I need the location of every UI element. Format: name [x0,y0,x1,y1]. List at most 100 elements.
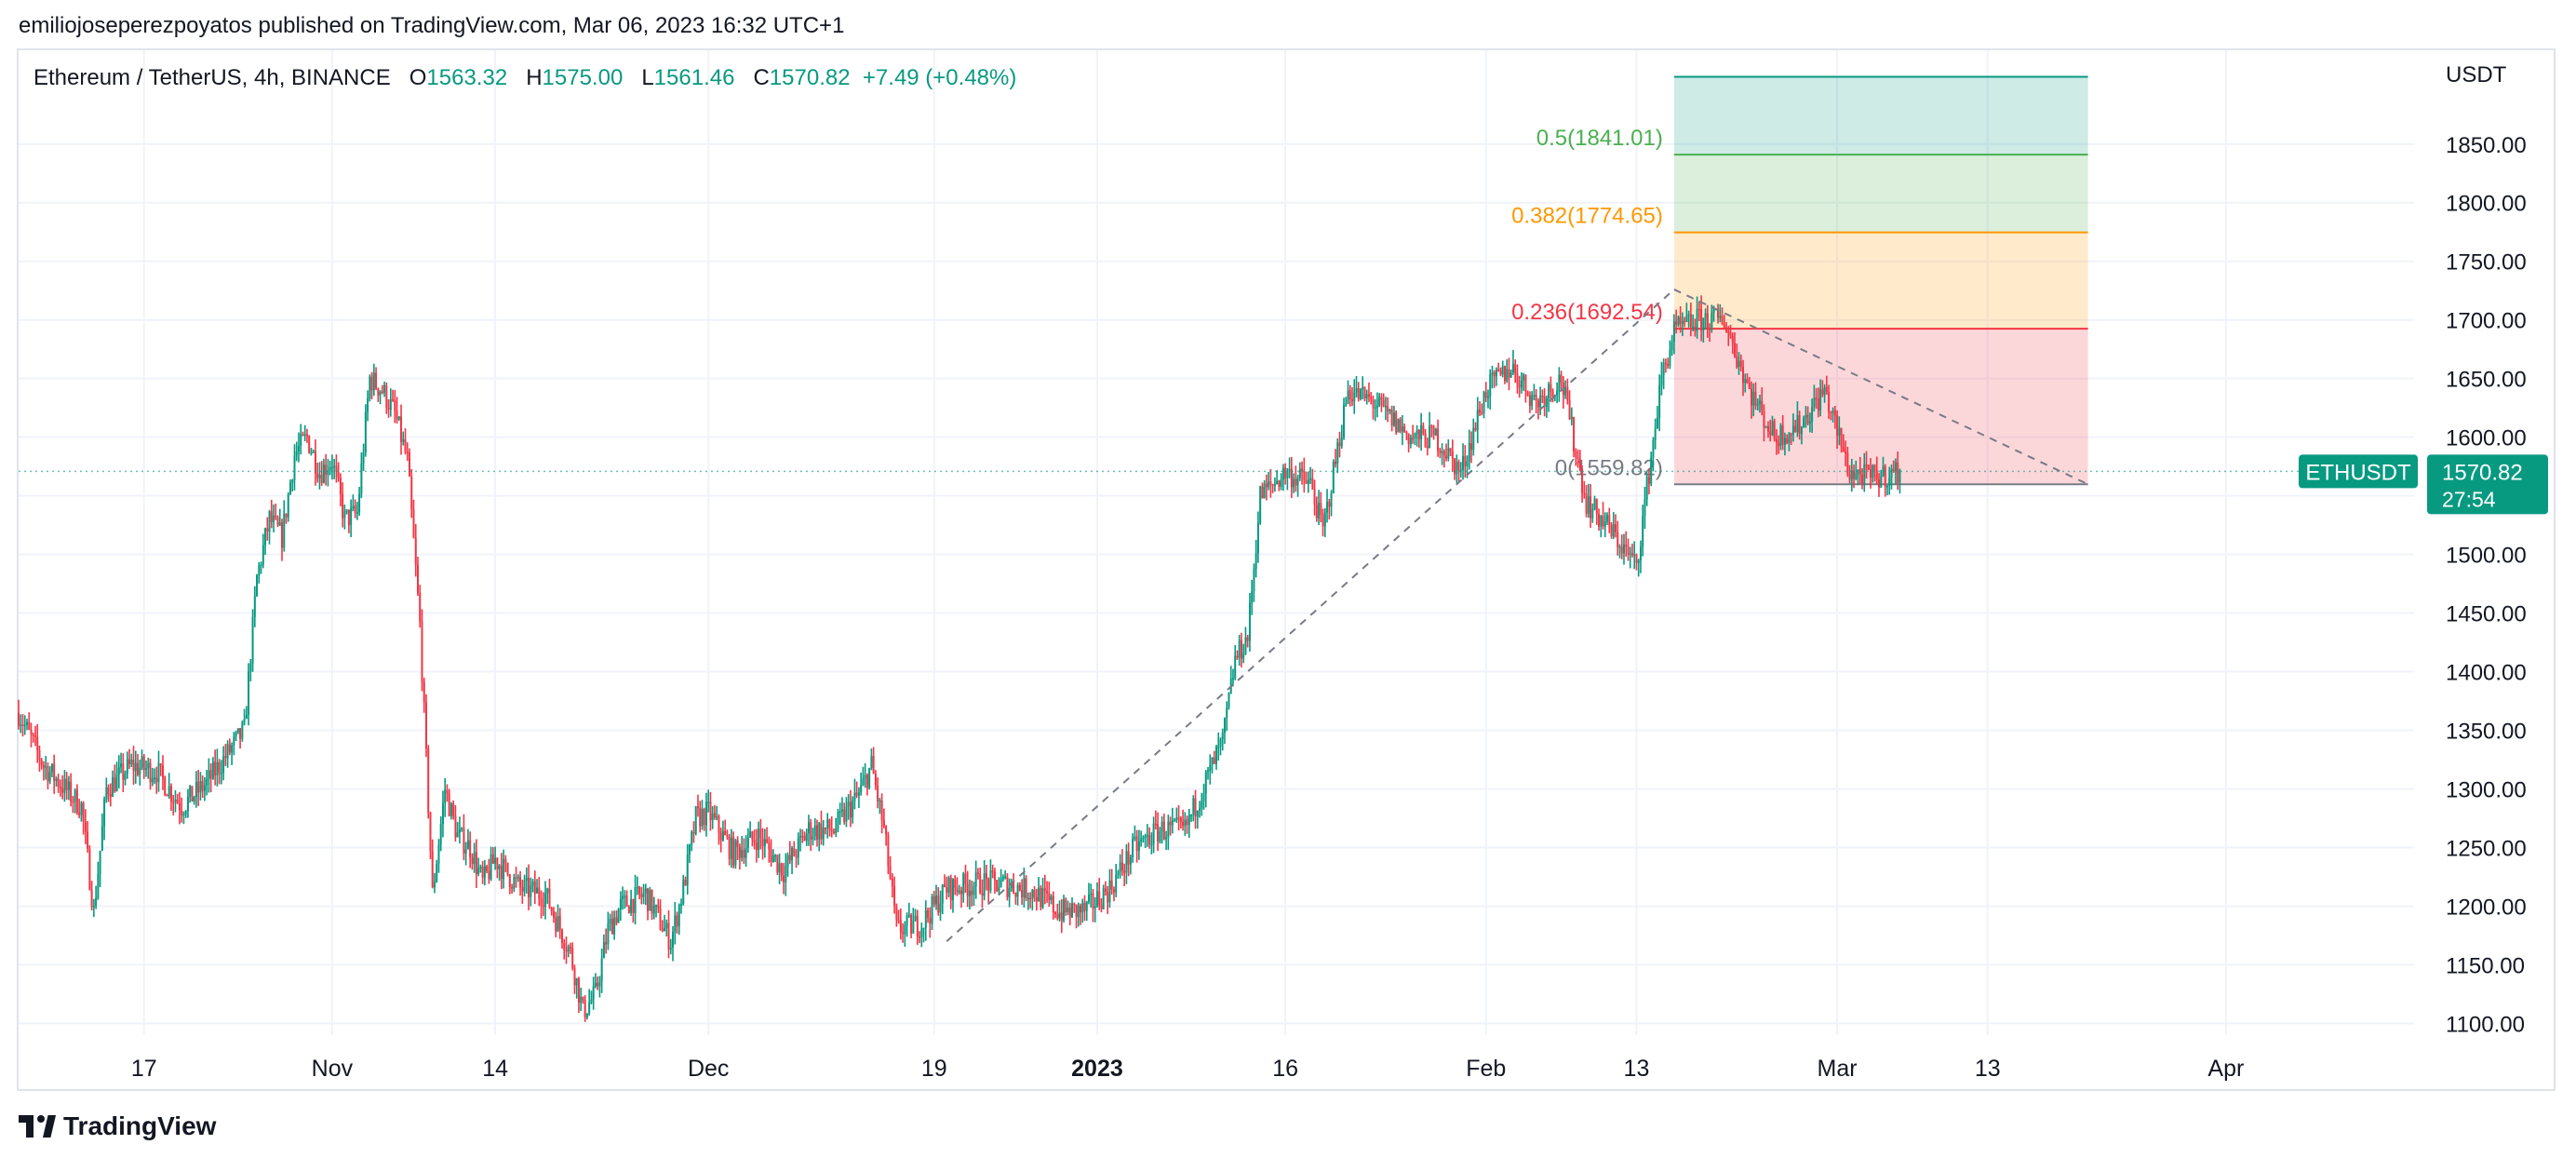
candle [785,853,787,896]
candle-body [1442,451,1445,456]
candle [312,449,315,454]
candle-body [540,897,543,906]
candle [114,764,116,793]
candle [1806,406,1809,425]
candle-body [1004,876,1007,879]
candle-body [1305,479,1308,484]
tradingview-logo[interactable]: TradingView [19,1111,216,1141]
candle-body [644,888,647,894]
candle [536,879,539,894]
candle-body [1293,478,1295,488]
candle [771,849,774,863]
candle [354,499,356,518]
candle-body [409,452,411,477]
candle [1335,449,1337,468]
candle-body [1675,321,1678,326]
y-tick-label: 1200.00 [2446,895,2527,920]
candle-body [1865,465,1868,466]
candle-body [584,1000,586,1017]
candle [1090,883,1093,908]
candle-body [1387,406,1389,412]
candle-body [424,702,427,748]
candle [1422,422,1425,436]
candle [1652,437,1655,472]
candle-body [1359,389,1362,399]
candle-body [1412,438,1415,439]
candle-body [810,822,812,840]
candle [1016,882,1019,906]
candle [1240,632,1242,667]
candle [783,863,785,895]
candle-body [1813,397,1816,408]
y-tick-label: 1300.00 [2446,778,2527,803]
candle [358,487,361,517]
candle [1401,414,1403,446]
candle-body [1276,480,1279,485]
candle [1484,382,1487,403]
candle-body [48,772,51,782]
candle-body [404,438,407,452]
candle-body [630,899,633,913]
candle [21,714,24,737]
candle-body [755,842,758,850]
candle [983,860,986,901]
candle [57,774,60,793]
candle [1123,863,1126,887]
candle [1564,380,1567,399]
candle-body [90,889,93,908]
candle-body [446,789,449,793]
candle-body [759,828,762,839]
candle [224,744,227,766]
candle-body [843,809,846,822]
candle-body [1831,410,1834,413]
candle [1865,451,1868,479]
candle-body [973,886,975,895]
candle-body [352,505,355,509]
candle [1758,394,1761,413]
candle-body [1850,470,1853,480]
candle [1528,391,1531,413]
candle [981,879,984,908]
candle [931,894,933,931]
candle-body [718,815,720,833]
candle [182,811,185,825]
candle [1790,432,1792,445]
candle [1355,376,1358,397]
candle [1454,458,1456,480]
candle-body [726,835,729,838]
candle-body [322,465,325,483]
candle [672,926,675,962]
candle-body [721,830,724,841]
candle [1196,810,1199,829]
candle [178,791,181,825]
candle-body [1401,426,1403,432]
candle [236,728,239,734]
candle [243,708,246,726]
candle-body [1167,821,1170,838]
candle-body [149,762,152,783]
candle-body [1320,503,1322,515]
candle [1766,421,1769,438]
candle [421,609,423,692]
candle [1154,810,1157,830]
candle-body [590,999,593,1003]
candle-body [95,897,98,907]
candle [1159,827,1161,844]
candle [1737,352,1740,375]
y-tick-label: 1500.00 [2446,544,2527,569]
candle [1347,380,1349,405]
candle [651,889,653,921]
candle [1468,429,1470,470]
candle-body [400,416,403,442]
candle-body [1179,817,1182,822]
candle-body [684,880,687,886]
candle-body [887,834,890,867]
candle [419,585,422,628]
candle [865,773,868,796]
candle-body [1754,391,1757,406]
candle-body [640,894,643,897]
y-tick-label: 1250.00 [2446,836,2527,861]
candle-body [1533,395,1536,397]
candle-body [431,851,434,888]
